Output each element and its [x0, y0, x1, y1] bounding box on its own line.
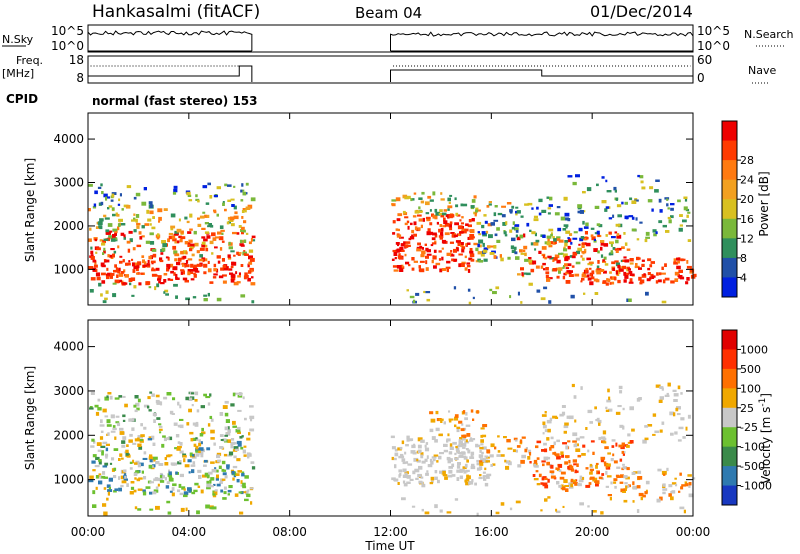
colorbar-swatch	[722, 277, 737, 298]
nsearch-tick-top: 10^5	[697, 24, 730, 38]
colorbar-swatch	[722, 121, 737, 142]
x-tick-label: 20:00	[575, 525, 610, 539]
power-colorbar-label: Power [dB]	[757, 171, 771, 236]
colorbar-tick-label: 1000	[740, 343, 768, 356]
velocity-colorbar: 1000 500 100 25 -25 -100 -500 -1000	[721, 329, 772, 506]
x-tick-label: 00:00	[71, 525, 106, 539]
colorbar-swatch	[722, 160, 737, 181]
y-tick-label: 3000	[53, 176, 84, 190]
x-tick-label: 12:00	[373, 525, 408, 539]
power-colorbar: 4 8 12 16 20 24 28	[721, 120, 754, 298]
colorbar-tick-label: 20	[740, 193, 754, 206]
x-tick-label: 04:00	[172, 525, 207, 539]
colorbar-tick-label: 25	[740, 402, 754, 415]
power-panel: 1000 2000 3000 4000 Slant Range [km] 4 8 12 16…	[23, 112, 771, 306]
nave-tick-top: 60	[697, 53, 712, 67]
y-tick-label: 2000	[53, 219, 84, 233]
nsearch-label: N.Search	[744, 28, 794, 41]
beam-title: Beam 04	[355, 4, 422, 22]
colorbar-swatch	[722, 427, 737, 448]
x-tick-label: 00:00	[676, 525, 711, 539]
y-tick-label: 3000	[53, 384, 84, 398]
y-tick-label: 2000	[53, 428, 84, 442]
colorbar-swatch	[722, 330, 737, 350]
velocity-colorbar-label: Velocity [m s-1]	[758, 393, 773, 484]
nsky-panel: N.Sky 10^5 10^0 10^5 10^0 N.Search	[2, 24, 794, 53]
colorbar-swatch	[722, 407, 737, 428]
colorbar-tick-label: 16	[740, 213, 754, 226]
time-axis: 00:00 04:00 08:00 12:00 16:00 20:00 00:00	[71, 113, 711, 539]
station-title: Hankasalmi (fitACF)	[92, 2, 260, 22]
colorbar-tick-label: 24	[740, 174, 754, 187]
colorbar-swatch	[722, 466, 737, 487]
velocity-yticks: 1000 2000 3000 4000	[53, 340, 693, 487]
colorbar-swatch	[722, 446, 737, 467]
cpid-mode: normal (fast stereo) 153	[92, 94, 258, 108]
velocity-scatter	[88, 382, 696, 516]
cpid-label: CPID	[6, 92, 38, 106]
colorbar-tick-label: 4	[740, 271, 747, 284]
freq-tick-top: 18	[69, 53, 84, 67]
colorbar-swatch	[722, 257, 737, 278]
colorbar-swatch	[722, 368, 737, 389]
nsearch-tick-bottom: 10^0	[697, 39, 730, 53]
colorbar-tick-label: 28	[740, 154, 754, 167]
colorbar-tick-label: -25	[740, 421, 758, 434]
y-tick-label: 1000	[53, 473, 84, 487]
freq-panel: Freq. [MHz] 18 8 60 0 Nave	[2, 53, 776, 85]
velocity-ylabel: Slant Range [km]	[23, 366, 37, 470]
y-tick-label: 1000	[53, 262, 84, 276]
colorbar-tick-label: -500	[740, 460, 765, 473]
nsky-traces	[87, 30, 694, 52]
nave-label: Nave	[748, 64, 776, 77]
colorbar-tick-label: 100	[740, 382, 761, 395]
power-ylabel: Slant Range [km]	[23, 158, 37, 262]
power-yticks: 1000 2000 3000 4000	[53, 132, 693, 276]
freq-unit-label: [MHz]	[2, 67, 34, 80]
x-tick-label: 16:00	[474, 525, 509, 539]
velocity-colorbar-label-sup: -1	[758, 398, 768, 407]
y-tick-label: 4000	[53, 340, 84, 354]
date-title: 01/Dec/2014	[590, 2, 693, 21]
colorbar-tick-label: -100	[740, 441, 765, 454]
y-tick-label: 4000	[53, 132, 84, 146]
freq-label: Freq.	[16, 54, 43, 67]
freq-tick-bottom: 8	[76, 71, 84, 85]
freq-traces	[88, 65, 693, 82]
colorbar-tick-label: 12	[740, 232, 754, 245]
colorbar-swatch	[722, 349, 737, 370]
colorbar-tick-label: -1000	[740, 480, 772, 493]
colorbar-swatch	[722, 218, 737, 239]
colorbar-swatch	[722, 388, 737, 409]
nsky-tick-top: 10^5	[51, 24, 84, 38]
colorbar-swatch	[722, 199, 737, 220]
velocity-colorbar-label-main: Velocity [m s	[759, 407, 773, 484]
colorbar-tick-label: 8	[740, 252, 747, 265]
colorbar-swatch	[722, 485, 737, 506]
colorbar-swatch	[722, 238, 737, 259]
time-axis-label: Time UT	[364, 539, 415, 553]
colorbar-swatch	[722, 140, 737, 161]
x-tick-label: 08:00	[272, 525, 307, 539]
velocity-panel: 1000 2000 3000 4000 Slant Range [km] 1000 50…	[23, 319, 773, 517]
nave-tick-bottom: 0	[697, 71, 705, 85]
velocity-colorbar-label-end: ]	[759, 393, 773, 398]
nsky-label: N.Sky	[2, 33, 34, 46]
colorbar-tick-label: 500	[740, 363, 761, 376]
colorbar-swatch	[722, 179, 737, 200]
power-scatter	[88, 174, 697, 305]
nsky-tick-bottom: 10^0	[51, 39, 84, 53]
